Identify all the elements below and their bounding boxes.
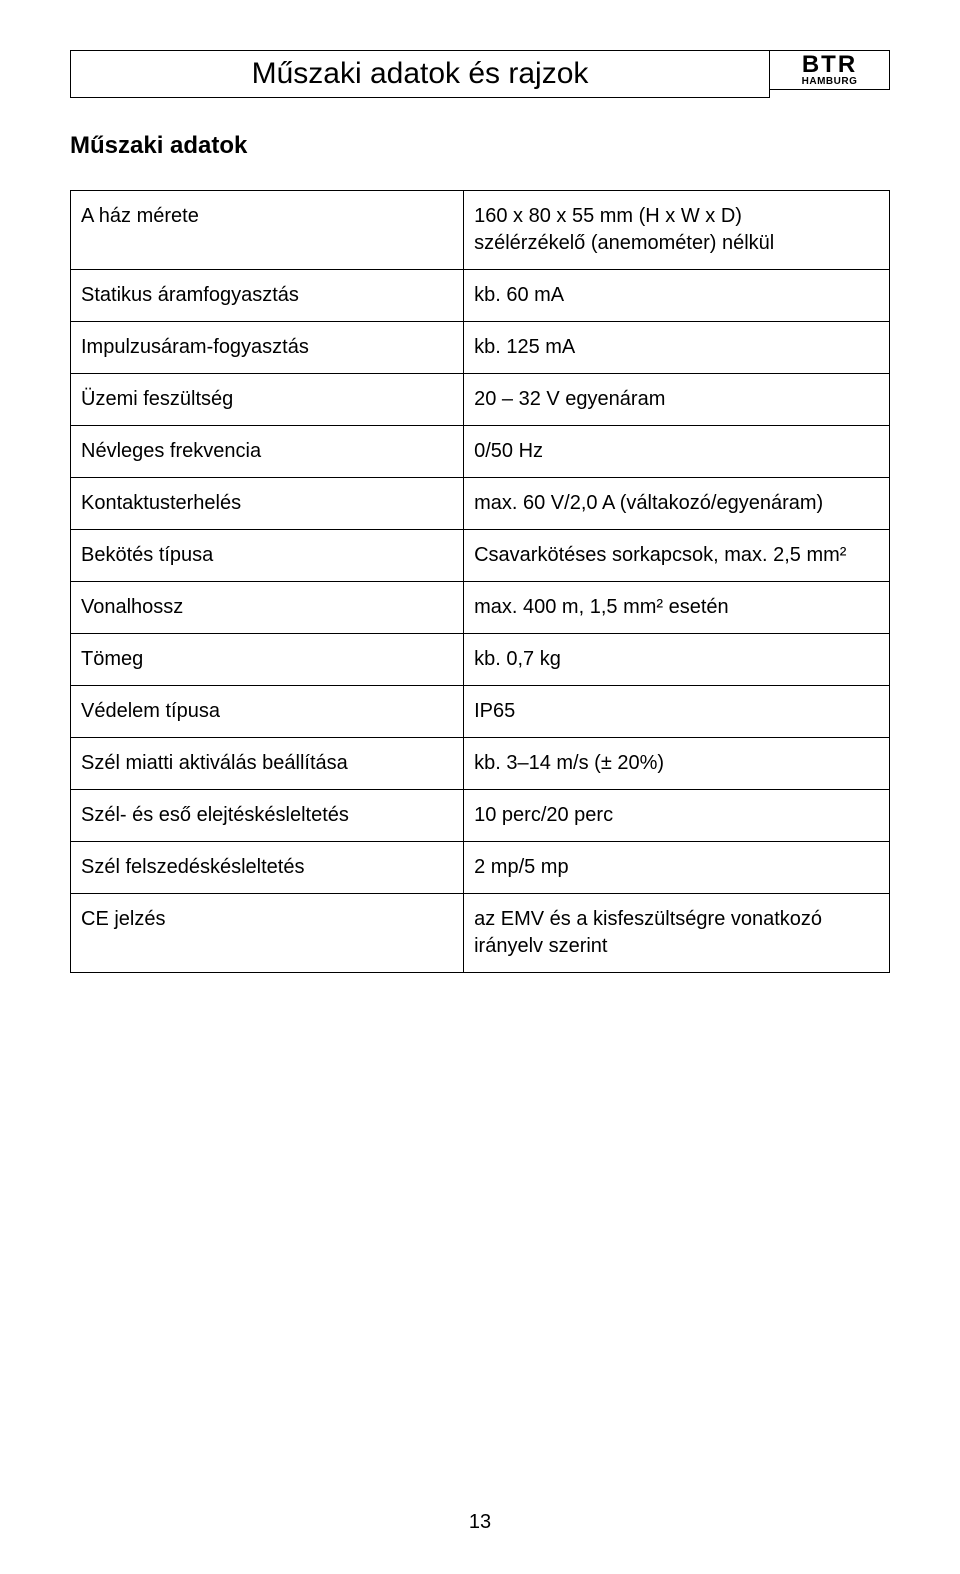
table-row: Statikus áramfogyasztáskb. 60 mA bbox=[71, 270, 890, 322]
table-row: Védelem típusaIP65 bbox=[71, 686, 890, 738]
brand-main: BTR bbox=[770, 53, 889, 77]
table-row: Szél felszedéskésleltetés2 mp/5 mp bbox=[71, 842, 890, 894]
spec-label: Üzemi feszültség bbox=[71, 374, 464, 426]
spec-label: Impulzusáram-fogyasztás bbox=[71, 322, 464, 374]
spec-label: CE jelzés bbox=[71, 894, 464, 973]
spec-table-body: A ház mérete160 x 80 x 55 mm (H x W x D)… bbox=[71, 191, 890, 973]
spec-value: 2 mp/5 mp bbox=[464, 842, 890, 894]
section-heading: Műszaki adatok bbox=[70, 132, 890, 160]
spec-value: kb. 125 mA bbox=[464, 322, 890, 374]
page-container: Műszaki adatok és rajzok BTR HAMBURG Műs… bbox=[0, 0, 960, 973]
spec-value: 160 x 80 x 55 mm (H x W x D)szélérzékelő… bbox=[464, 191, 890, 270]
spec-value: 0/50 Hz bbox=[464, 426, 890, 478]
spec-label: Vonalhossz bbox=[71, 582, 464, 634]
table-row: Üzemi feszültség20 – 32 V egyenáram bbox=[71, 374, 890, 426]
table-row: Tömegkb. 0,7 kg bbox=[71, 634, 890, 686]
table-row: Vonalhosszmax. 400 m, 1,5 mm² esetén bbox=[71, 582, 890, 634]
table-row: Bekötés típusaCsavarkötéses sorkapcsok, … bbox=[71, 530, 890, 582]
spec-label: Kontaktusterhelés bbox=[71, 478, 464, 530]
title-box: Műszaki adatok és rajzok bbox=[70, 50, 770, 98]
table-row: Szél- és eső elejtéskésleltetés10 perc/2… bbox=[71, 790, 890, 842]
header-row: Műszaki adatok és rajzok BTR HAMBURG bbox=[70, 50, 890, 98]
brand-sub: HAMBURG bbox=[770, 77, 889, 87]
spec-label: Szél- és eső elejtéskésleltetés bbox=[71, 790, 464, 842]
spec-label: Statikus áramfogyasztás bbox=[71, 270, 464, 322]
spec-value: max. 60 V/2,0 A (váltakozó/egyenáram) bbox=[464, 478, 890, 530]
table-row: A ház mérete160 x 80 x 55 mm (H x W x D)… bbox=[71, 191, 890, 270]
spec-value: kb. 3–14 m/s (± 20%) bbox=[464, 738, 890, 790]
spec-label: Védelem típusa bbox=[71, 686, 464, 738]
spec-value: Csavarkötéses sorkapcsok, max. 2,5 mm² bbox=[464, 530, 890, 582]
table-row: Impulzusáram-fogyasztáskb. 125 mA bbox=[71, 322, 890, 374]
spec-value: kb. 60 mA bbox=[464, 270, 890, 322]
spec-label: A ház mérete bbox=[71, 191, 464, 270]
spec-value: az EMV és a kisfeszültségre vonatkozó ir… bbox=[464, 894, 890, 973]
page-number: 13 bbox=[0, 1511, 960, 1534]
spec-value: kb. 0,7 kg bbox=[464, 634, 890, 686]
brand-box: BTR HAMBURG bbox=[770, 50, 890, 90]
spec-label: Névleges frekvencia bbox=[71, 426, 464, 478]
spec-label: Tömeg bbox=[71, 634, 464, 686]
table-row: Szél miatti aktiválás beállításakb. 3–14… bbox=[71, 738, 890, 790]
page-title: Műszaki adatok és rajzok bbox=[71, 57, 769, 91]
spec-label: Szél miatti aktiválás beállítása bbox=[71, 738, 464, 790]
spec-value: max. 400 m, 1,5 mm² esetén bbox=[464, 582, 890, 634]
table-row: Kontaktusterhelésmax. 60 V/2,0 A (váltak… bbox=[71, 478, 890, 530]
spec-table: A ház mérete160 x 80 x 55 mm (H x W x D)… bbox=[70, 190, 890, 973]
spec-value: 10 perc/20 perc bbox=[464, 790, 890, 842]
table-row: CE jelzésaz EMV és a kisfeszültségre von… bbox=[71, 894, 890, 973]
table-row: Névleges frekvencia0/50 Hz bbox=[71, 426, 890, 478]
spec-label: Bekötés típusa bbox=[71, 530, 464, 582]
spec-value: 20 – 32 V egyenáram bbox=[464, 374, 890, 426]
spec-label: Szél felszedéskésleltetés bbox=[71, 842, 464, 894]
spec-value: IP65 bbox=[464, 686, 890, 738]
